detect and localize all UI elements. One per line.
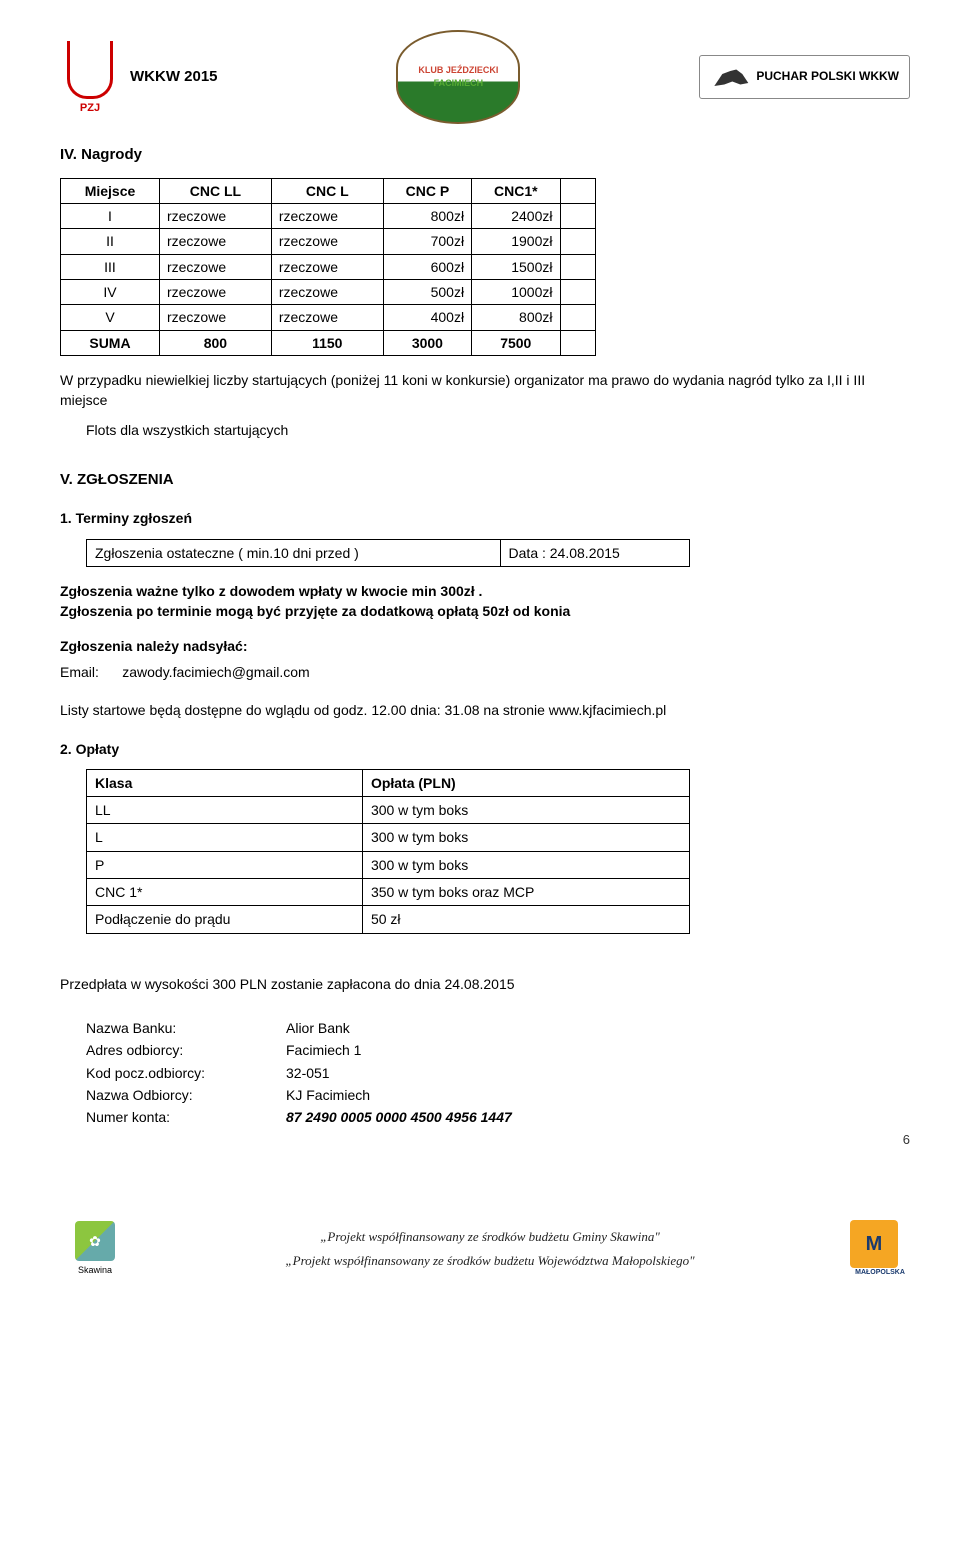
bank-row: Kod pocz.odbiorcy: 32-051 — [86, 1063, 910, 1083]
wkkw-title: WKKW 2015 — [130, 66, 218, 88]
table-row: Podłączenie do prądu 50 zł — [87, 906, 690, 933]
terminy-title: 1. Terminy zgłoszeń — [60, 508, 910, 528]
email-row: Email: zawody.facimiech@gmail.com — [60, 662, 910, 682]
col-oplata: Opłata (PLN) — [362, 769, 689, 796]
bank-row: Nazwa Odbiorcy:KJ Facimiech — [86, 1085, 910, 1105]
table-row: LL300 w tym boks — [87, 797, 690, 824]
table-row: CNC 1*350 w tym boks oraz MCP — [87, 879, 690, 906]
col-klasa: Klasa — [87, 769, 363, 796]
bank-row: Numer konta:87 2490 0005 0000 4500 4956 … — [86, 1107, 910, 1127]
proj2: „Projekt współfinansowany ze środków bud… — [150, 1249, 830, 1274]
col-cncl: CNC L — [271, 178, 383, 203]
table-row: IIrzeczowerzeczowe700zł1900zł — [61, 229, 596, 254]
bank-row: Nazwa Banku:Alior Bank — [86, 1018, 910, 1038]
wazne-line2: Zgłoszenia po terminie mogą być przyjęte… — [60, 601, 910, 621]
nagrody-table: Miejsce CNC LL CNC L CNC P CNC1* Irzeczo… — [60, 178, 596, 356]
bank-row: Adres odbiorcy:Facimiech 1 — [86, 1040, 910, 1060]
table-row: Vrzeczowerzeczowe400zł800zł — [61, 305, 596, 330]
nadsylac-label: Zgłoszenia należy nadsyłać: — [60, 636, 910, 656]
malopolska-logo: M MAŁOPOLSKA — [850, 1220, 910, 1278]
bank-details: Nazwa Banku:Alior Bank Adres odbiorcy:Fa… — [86, 1018, 910, 1127]
project-text: „Projekt współfinansowany ze środków bud… — [150, 1225, 830, 1274]
zgl-date: Data : 24.08.2015 — [500, 539, 689, 566]
col-miejsce: Miejsce — [61, 178, 160, 203]
table-row: L300 w tym boks — [87, 824, 690, 851]
col-cncp: CNC P — [383, 178, 471, 203]
table-row: Irzeczowerzeczowe800zł2400zł — [61, 204, 596, 229]
col-spacer — [560, 178, 595, 203]
col-cnc1: CNC1* — [472, 178, 560, 203]
facimiech-top: KLUB JEŹDZIECKI — [418, 64, 498, 77]
table-header-row: Miejsce CNC LL CNC L CNC P CNC1* — [61, 178, 596, 203]
wazne-line1: Zgłoszenia ważne tylko z dowodem wpłaty … — [60, 581, 910, 601]
puchar-logo: PUCHAR POLSKI WKKW — [699, 55, 910, 99]
footer: ✿ Skawina „Projekt współfinansowany ze ś… — [60, 1220, 910, 1278]
malopolska-text: MAŁOPOLSKA — [850, 1268, 910, 1278]
oplaty-title: 2. Opłaty — [60, 739, 910, 759]
malopolska-icon: M — [850, 1220, 898, 1268]
table-row: IIIrzeczowerzeczowe600zł1500zł — [61, 254, 596, 279]
terminy-table: Zgłoszenia ostateczne ( min.10 dni przed… — [86, 539, 690, 567]
skawina-text: Skawina — [60, 1264, 130, 1277]
table-row: IVrzeczowerzeczowe500zł1000zł — [61, 279, 596, 304]
email-label: Email: — [60, 664, 99, 680]
section-nagrody-title: IV. Nagrody — [60, 144, 910, 166]
table-row: Zgłoszenia ostateczne ( min.10 dni przed… — [87, 539, 690, 566]
listy-text: Listy startowe będą dostępne do wglądu o… — [60, 700, 910, 720]
table-row: P300 w tym boks — [87, 851, 690, 878]
oplaty-table: Klasa Opłata (PLN) LL300 w tym boks L300… — [86, 769, 690, 934]
table-header-row: Klasa Opłata (PLN) — [87, 769, 690, 796]
proj1: „Projekt współfinansowany ze środków bud… — [150, 1225, 830, 1250]
horse-icon — [710, 62, 750, 92]
nagrody-note1: W przypadku niewielkiej liczby startując… — [60, 370, 910, 411]
section-zgloszenia-title: V. ZGŁOSZENIA — [60, 469, 910, 491]
col-cncll: CNC LL — [159, 178, 271, 203]
skawina-logo: ✿ Skawina — [60, 1221, 130, 1277]
puchar-text: PUCHAR POLSKI WKKW — [756, 68, 899, 85]
suma-row: SUMA800115030007500 — [61, 330, 596, 355]
pzj-text: PZJ — [80, 101, 100, 117]
header-logos: PZJ WKKW 2015 KLUB JEŹDZIECKI FACIMIECH … — [60, 30, 910, 124]
nagrody-note2: Flots dla wszystkich startujących — [86, 420, 910, 440]
zgl-label: Zgłoszenia ostateczne ( min.10 dni przed… — [87, 539, 501, 566]
page-number: 6 — [60, 1131, 910, 1150]
email-value: zawody.facimiech@gmail.com — [122, 664, 309, 680]
przedplata-text: Przedpłata w wysokości 300 PLN zostanie … — [60, 974, 910, 994]
facimiech-bot: FACIMIECH — [434, 77, 484, 90]
logo-pzj-box: PZJ WKKW 2015 — [60, 37, 218, 117]
skawina-icon: ✿ — [75, 1221, 115, 1261]
facimiech-logo-icon: KLUB JEŹDZIECKI FACIMIECH — [396, 30, 520, 124]
pzj-logo-icon: PZJ — [60, 37, 120, 117]
